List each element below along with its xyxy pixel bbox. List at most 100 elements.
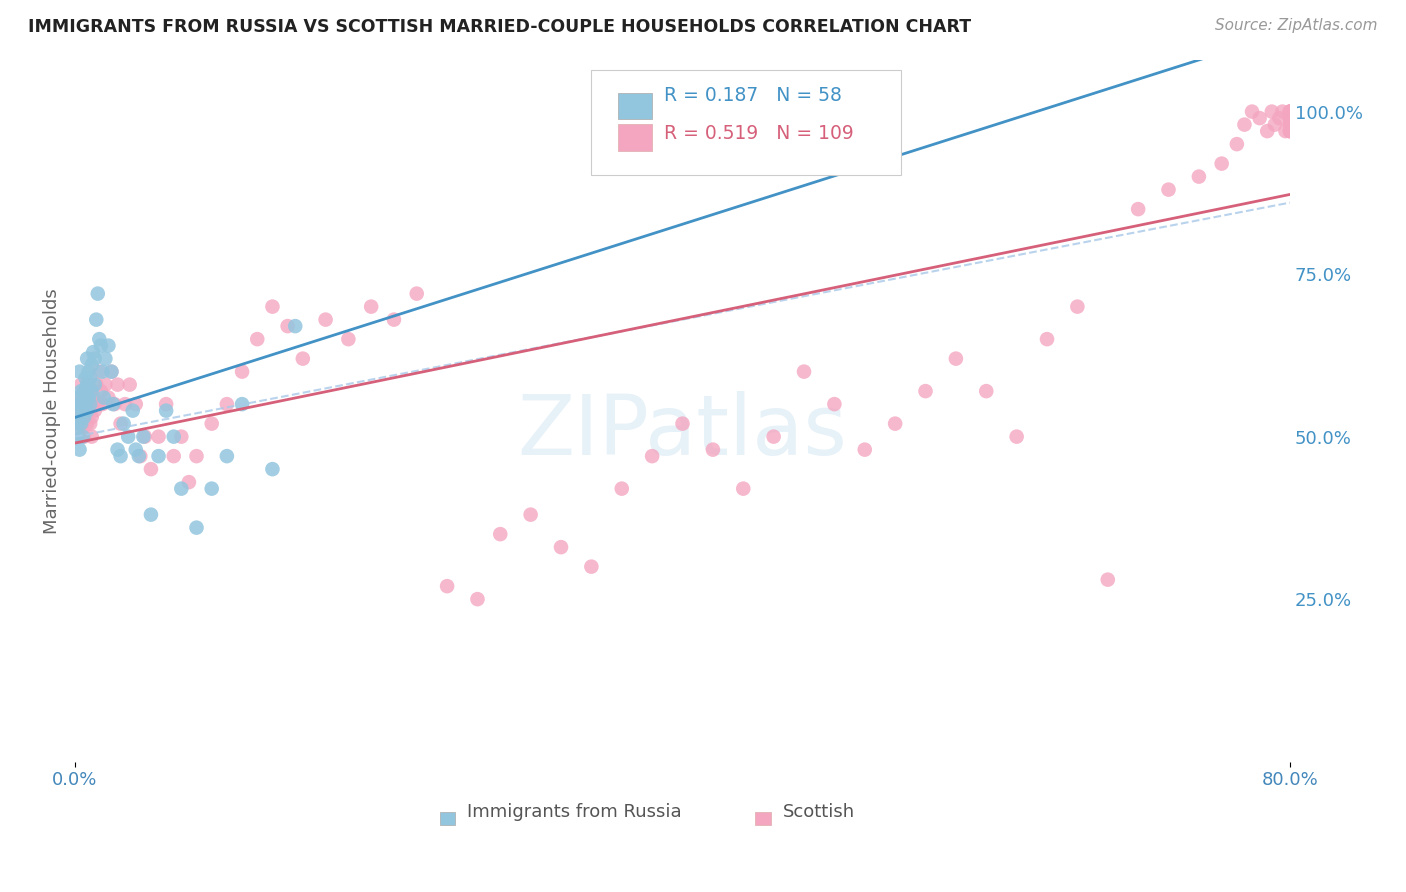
Point [103, 397, 125, 411]
Point [405, 286, 427, 301]
Point [155, 403, 177, 417]
Point [1157, 183, 1180, 197]
Point [1249, 111, 1271, 125]
Point [1279, 104, 1302, 119]
Point [360, 300, 382, 314]
Point [186, 449, 208, 463]
Point [80, 410, 103, 425]
Point [70, 384, 93, 398]
Point [79, 417, 101, 431]
Text: Source: ZipAtlas.com: Source: ZipAtlas.com [1215, 18, 1378, 33]
Point [139, 462, 162, 476]
Point [91, 397, 114, 411]
Point [65, 403, 87, 417]
FancyBboxPatch shape [755, 813, 770, 825]
Point [1188, 169, 1211, 184]
Point [177, 475, 200, 490]
Point [90, 384, 112, 398]
Point [1066, 300, 1088, 314]
Point [107, 377, 129, 392]
Point [80, 384, 103, 398]
Point [69, 442, 91, 457]
Point [82, 345, 104, 359]
Point [170, 482, 193, 496]
Point [262, 462, 284, 476]
Point [69, 397, 91, 411]
Point [75, 371, 97, 385]
Point [100, 365, 122, 379]
Point [186, 521, 208, 535]
Point [70, 417, 93, 431]
Point [67, 417, 90, 431]
Point [201, 417, 224, 431]
Point [1279, 104, 1302, 119]
Text: Scottish: Scottish [783, 804, 855, 822]
Point [284, 319, 307, 334]
Point [77, 391, 100, 405]
Point [1279, 118, 1302, 132]
Point [231, 397, 253, 411]
Point [139, 508, 162, 522]
Point [91, 365, 114, 379]
Point [67, 417, 90, 431]
Point [67, 397, 90, 411]
Point [610, 482, 633, 496]
Point [793, 365, 815, 379]
Point [163, 449, 186, 463]
Point [1268, 111, 1291, 125]
Point [641, 449, 664, 463]
Point [73, 384, 96, 398]
Point [1261, 104, 1284, 119]
Point [80, 358, 103, 372]
Point [110, 449, 132, 463]
Point [100, 365, 122, 379]
Point [72, 391, 94, 405]
Point [671, 417, 693, 431]
Point [974, 384, 997, 398]
Point [132, 430, 155, 444]
Point [69, 365, 91, 379]
Point [702, 442, 724, 457]
Point [246, 332, 269, 346]
FancyBboxPatch shape [440, 813, 454, 825]
FancyBboxPatch shape [619, 93, 652, 120]
Point [97, 391, 120, 405]
Point [72, 417, 94, 431]
Point [1279, 104, 1302, 119]
Point [110, 417, 132, 431]
Text: IMMIGRANTS FROM RUSSIA VS SCOTTISH MARRIED-COUPLE HOUSEHOLDS CORRELATION CHART: IMMIGRANTS FROM RUSSIA VS SCOTTISH MARRI… [28, 18, 972, 36]
Point [1271, 104, 1294, 119]
Text: Immigrants from Russia: Immigrants from Russia [467, 804, 682, 822]
Point [89, 332, 111, 346]
Point [121, 403, 143, 417]
Point [315, 312, 337, 326]
Point [467, 592, 489, 607]
Point [84, 312, 107, 326]
Point [1264, 118, 1286, 132]
Point [155, 397, 177, 411]
Point [73, 403, 96, 417]
Point [65, 430, 87, 444]
Point [1279, 111, 1302, 125]
Point [87, 397, 110, 411]
Point [76, 403, 98, 417]
Point [75, 397, 97, 411]
Point [82, 391, 104, 405]
Point [79, 371, 101, 385]
Point [128, 449, 150, 463]
Point [1036, 332, 1059, 346]
Point [117, 430, 139, 444]
Point [70, 403, 93, 417]
Point [1279, 111, 1302, 125]
Point [79, 397, 101, 411]
Point [163, 430, 186, 444]
Point [125, 397, 148, 411]
Point [83, 403, 105, 417]
Point [550, 540, 572, 554]
Point [945, 351, 967, 366]
Point [382, 312, 405, 326]
Point [1279, 124, 1302, 138]
Point [1274, 124, 1296, 138]
Point [134, 430, 156, 444]
Point [118, 377, 141, 392]
